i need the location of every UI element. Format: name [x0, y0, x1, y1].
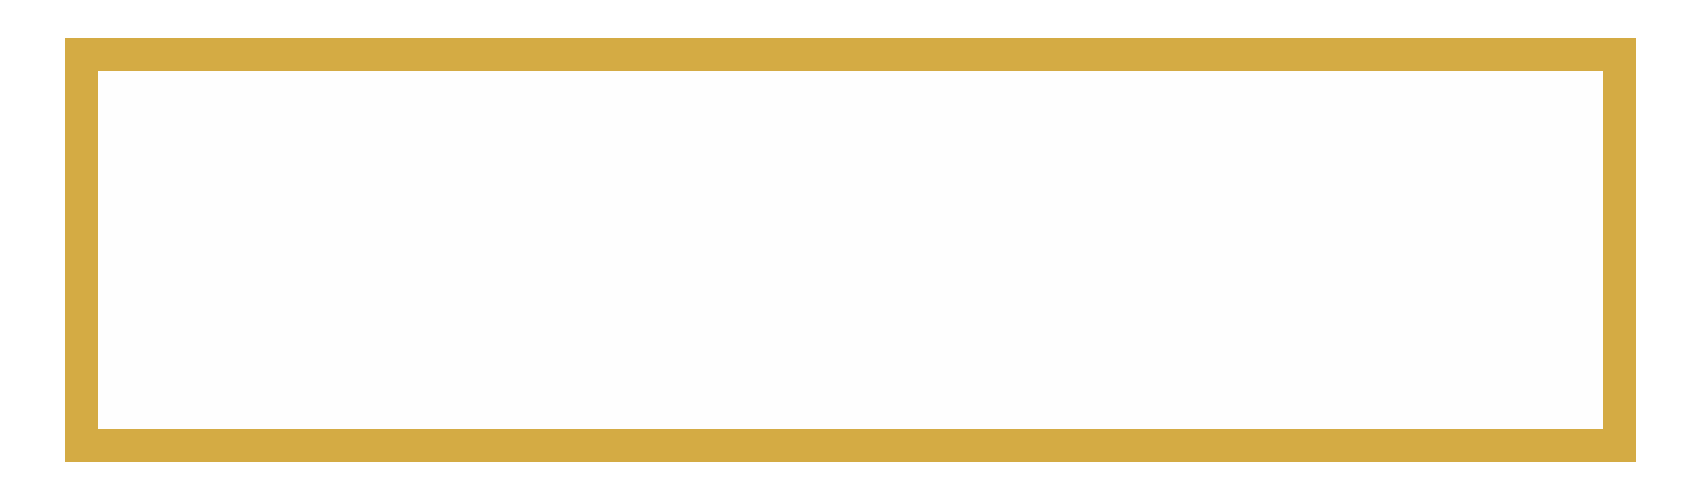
empty-frame-content — [98, 71, 1603, 429]
gold-border-frame — [65, 38, 1636, 462]
